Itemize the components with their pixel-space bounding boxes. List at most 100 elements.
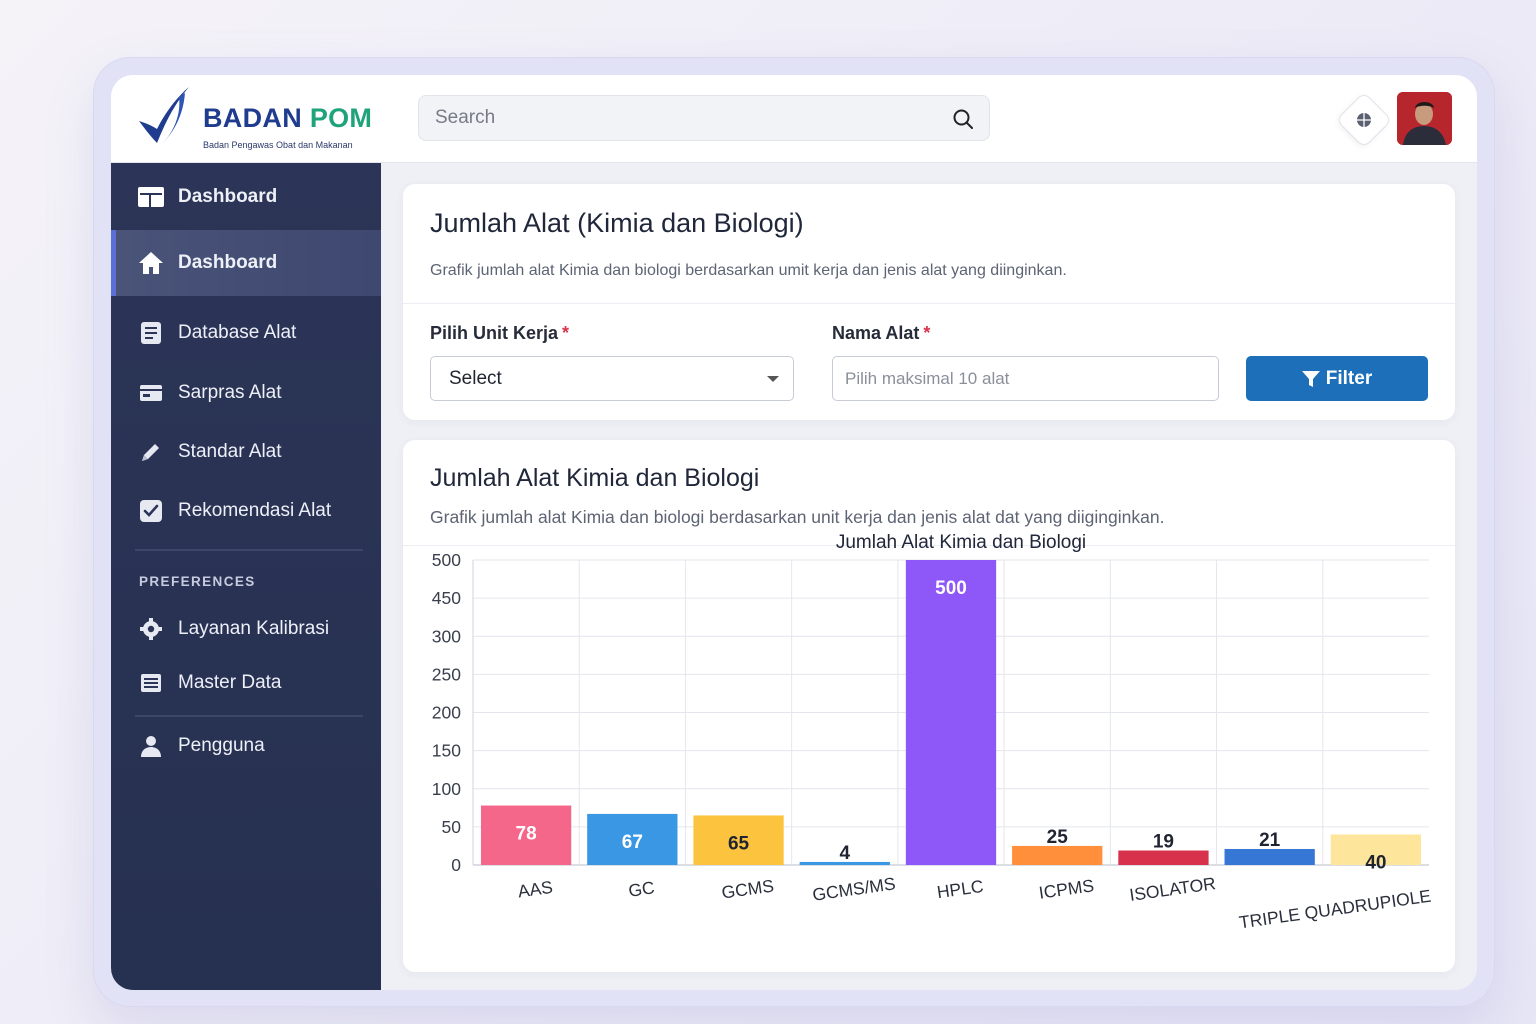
unit-kerja-label-text: Pilih Unit Kerja [430,323,559,343]
bar-value-label: 21 [1259,830,1281,851]
filter-button[interactable]: Filter [1246,356,1428,401]
bar-value-label: 67 [622,832,643,853]
brand-name: BADAN POM [203,103,372,134]
home-icon [138,250,164,276]
chart-title: Jumlah Alat Kimia dan Biologi [836,532,1086,553]
y-tick-label: 250 [432,664,461,684]
brand-logo[interactable]: BADAN POM Badan Pengawas Obat dan Makana… [135,83,375,153]
check-square-icon [138,498,164,524]
x-tick-label: GCMS [720,876,775,903]
bar [799,861,890,865]
bar-chart: Jumlah Alat Kimia dan Biologi50045030025… [432,532,1432,933]
sidebar-item-label: Rekomendasi Alat [178,500,332,521]
sidebar-item-pengguna[interactable]: Pengguna [111,721,381,771]
user-icon [138,733,164,759]
bar-value-label: 65 [728,833,750,854]
y-tick-label: 50 [442,817,462,837]
language-button[interactable] [1335,91,1393,149]
search-input[interactable] [419,96,939,140]
sidebar-item-label: Standar Alat [178,441,282,462]
card-divider [403,303,1455,304]
sidebar-item-rekomendasi-alat[interactable]: Rekomendasi Alat [111,486,381,536]
x-tick-label: GCMS/MS [811,873,897,904]
unit-kerja-label: Pilih Unit Kerja * [430,323,569,344]
nama-alat-label-text: Nama Alat [832,323,920,343]
sidebar-item-label: Master Data [178,672,282,693]
funnel-icon [1301,370,1320,387]
y-tick-label: 0 [451,855,461,875]
chart-card: Jumlah Alat Kimia dan Biologi Grafik jum… [403,440,1455,972]
sidebar-item-standar-alat[interactable]: Standar Alat [111,427,381,477]
top-bar: BADAN POM Badan Pengawas Obat dan Makana… [111,75,1477,163]
sidebar-item-dashboard[interactable]: Dashboard [111,230,381,296]
list-icon [138,670,164,696]
x-tick-label: TRIPLE QUADRUPIOLE [1238,886,1432,933]
bar-value-label: 25 [1047,827,1069,848]
app-window: BADAN POM Badan Pengawas Obat dan Makana… [111,75,1477,990]
sidebar-item-layanan-kalibrasi[interactable]: Layanan Kalibrasi [111,604,381,654]
search-bar [418,95,990,141]
search-icon[interactable] [951,107,975,131]
gear-icon [138,616,164,642]
bar [905,560,997,865]
nama-alat-input[interactable] [832,356,1219,401]
bar [480,805,572,865]
filter-card-subtitle: Grafik jumlah alat Kimia dan biologi ber… [430,262,1067,279]
checkmark-logo-icon [139,87,189,145]
grid-icon [138,184,164,210]
card-icon [138,380,164,406]
sidebar-item-label: Dashboard [178,252,278,273]
bar [1012,845,1103,865]
caret-down-icon [767,376,779,382]
x-tick-label: ISOLATOR [1128,873,1217,905]
sidebar-item-label: Layanan Kalibrasi [178,618,330,639]
unit-kerja-selected-value: Select [449,367,502,389]
document-icon [138,320,164,346]
filter-button-label: Filter [1325,367,1373,389]
bar-value-label: 19 [1153,832,1174,853]
sidebar-item-label: Pengguna [178,735,265,756]
bar-value-label: 40 [1365,853,1386,874]
globe-icon [1357,113,1371,127]
y-tick-label: 150 [432,741,461,761]
bar [693,815,784,865]
sidebar-item-label: Database Alat [178,322,297,343]
sidebar-item-dashboard-header[interactable]: Dashboard [111,172,381,222]
bar-value-label: 78 [516,824,537,845]
unit-kerja-select[interactable]: Select [430,356,794,401]
brand-subtitle: Badan Pengawas Obat dan Makanan [203,140,353,150]
chart-card-title: Jumlah Alat Kimia dan Biologi [430,464,760,492]
bar [587,813,678,865]
bar [1118,850,1209,865]
sidebar-item-label: Sarpras Alat [178,382,282,403]
nama-alat-label: Nama Alat * [832,323,930,344]
card-divider [403,545,1455,546]
x-tick-label: AAS [517,877,554,902]
chart-card-subtitle: Grafik jumlah alat Kimia dan biologi ber… [430,507,1165,527]
sidebar-item-sarpras-alat[interactable]: Sarpras Alat [111,368,381,418]
bar-value-label: 500 [935,578,967,599]
y-tick-label: 300 [432,626,461,646]
brand-name-part1: BADAN [203,103,302,133]
y-tick-label: 450 [432,588,461,608]
required-mark: * [923,323,931,343]
filter-card-title: Jumlah Alat (Kimia dan Biologi) [430,208,804,238]
bar-value-label: 4 [839,843,850,864]
sidebar-item-database-alat[interactable]: Database Alat [111,308,381,358]
bar [1224,848,1315,865]
x-tick-label: ICPMS [1038,875,1096,903]
y-tick-label: 200 [432,703,461,723]
bar [1330,834,1422,865]
sidebar-section-preferences: PREFERENCES [139,574,256,589]
sidebar-item-master-data[interactable]: Master Data [111,658,381,708]
avatar-image [1397,92,1452,145]
x-tick-label: GC [627,877,656,900]
user-avatar[interactable] [1397,92,1452,145]
y-tick-label: 500 [432,550,461,570]
pencil-icon [138,439,164,465]
sidebar-divider [135,549,363,551]
filter-card: Jumlah Alat (Kimia dan Biologi) Grafik j… [403,184,1455,420]
required-mark: * [562,323,570,343]
y-tick-label: 100 [432,779,461,799]
sidebar-item-label: Dashboard [178,186,278,207]
